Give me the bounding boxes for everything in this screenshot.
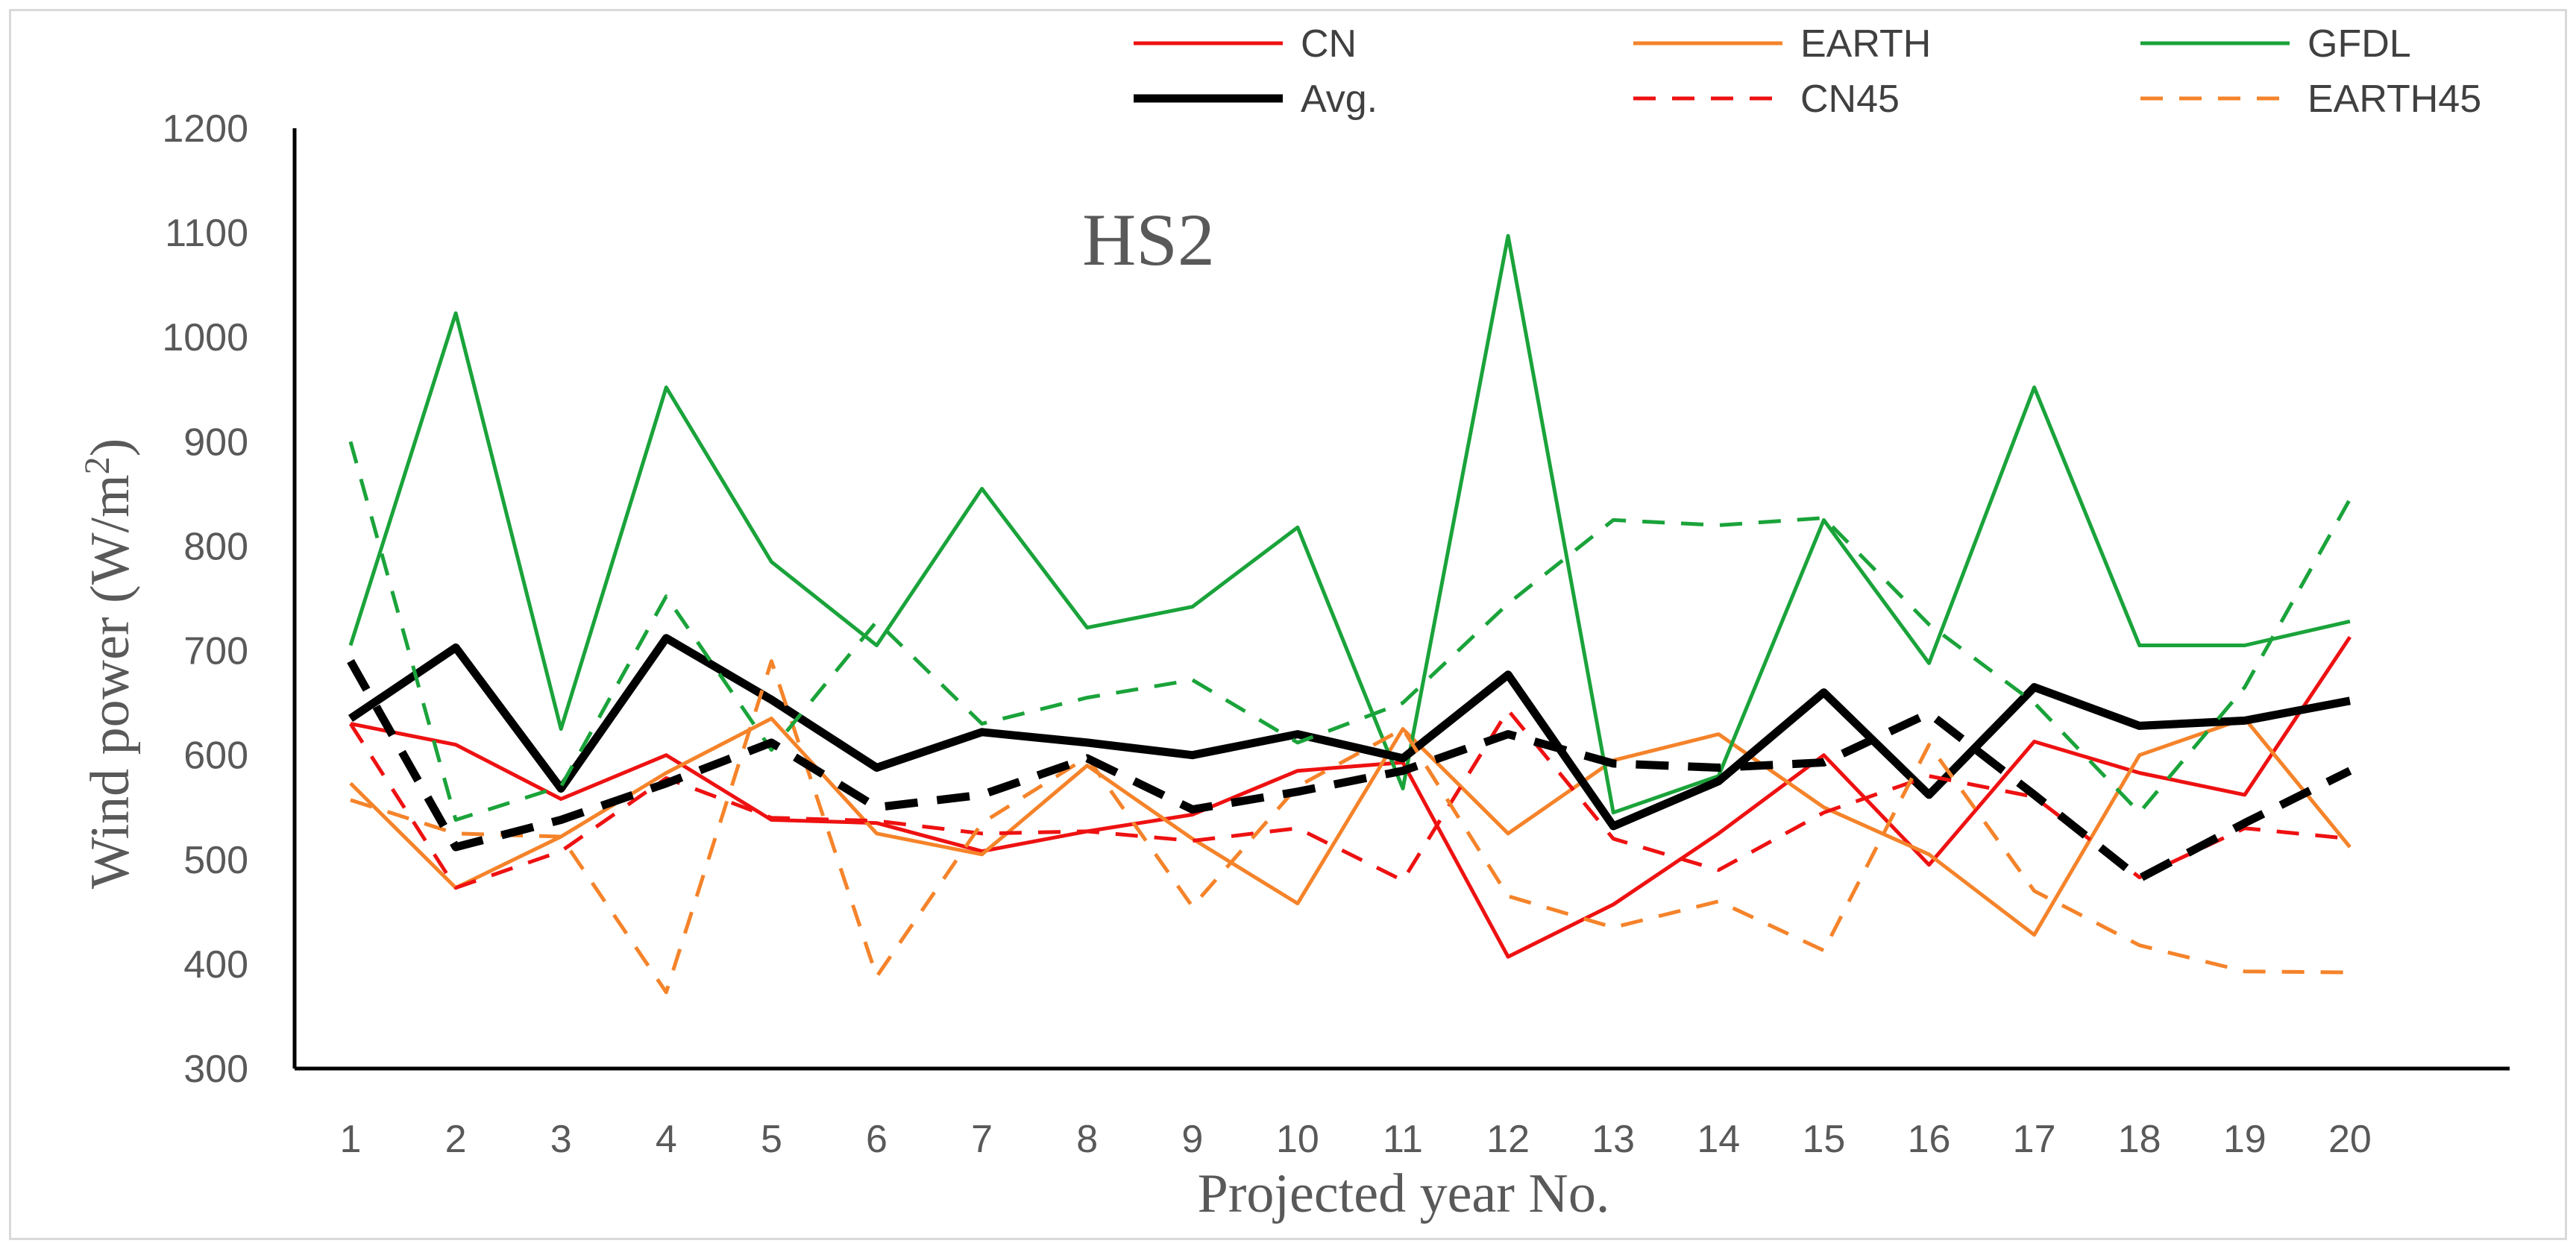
x-tick-label: 11 [1383,1118,1423,1161]
series-line-earth [349,717,2352,937]
series-line-cn [350,635,2352,959]
x-tick-label: 3 [550,1118,572,1161]
x-axis-title: Projected year No. [1198,1163,1610,1224]
x-tick-label: 4 [656,1118,677,1161]
series-line-avg45 [347,658,2352,883]
series-line-cn45 [348,708,2351,890]
legend-label-earth45: EARTH45 [2308,78,2481,121]
x-tick-label: 17 [2013,1118,2056,1161]
y-tick-label: 300 [183,1048,248,1091]
y-tick-label: 500 [183,839,248,882]
y-tick-label: 1100 [165,212,248,255]
legend-label-cn45: CN45 [1800,78,1900,121]
x-tick-label: 16 [1908,1118,1951,1161]
series-line-gfdl [348,233,2351,815]
y-tick-label: 400 [183,943,248,987]
legend: CN EARTH GFDL Avg. CN45 EARTH45 [1134,22,2481,121]
chart-frame [9,9,2567,1240]
y-axis-title: Wind power (W/m2) [78,438,142,890]
x-tick-label: 18 [2118,1118,2161,1161]
x-tick-label: 8 [1076,1118,1098,1161]
series-lines [347,233,2352,995]
legend-label-gfdl: GFDL [2308,22,2411,66]
x-tick-label: 10 [1276,1118,1319,1161]
y-axis-title-end: ) [80,438,141,457]
chart-title: HS2 [1082,198,1215,281]
x-tick-label: 2 [445,1118,467,1161]
x-tick-label: 15 [1802,1118,1845,1161]
y-tick-label: 1000 [162,316,248,359]
y-tick-label: 900 [183,421,248,464]
x-tick-label: 14 [1697,1118,1740,1161]
x-tick-label: 6 [866,1118,888,1161]
y-tick-label: 600 [183,734,248,778]
x-tick-label: 7 [971,1118,993,1161]
x-tick-label: 13 [1592,1118,1635,1161]
y-axis-title-superscript: 2 [78,456,117,474]
x-tick-label: 19 [2223,1118,2266,1161]
x-tick-label: 9 [1181,1118,1203,1161]
legend-label-earth: EARTH [1800,22,1931,66]
y-tick-label: 1200 [162,107,248,151]
y-tick-label: 800 [183,525,248,568]
x-tick-label: 12 [1486,1118,1530,1161]
legend-label-avg: Avg. [1301,78,1377,121]
series-line-earth45 [350,659,2350,995]
series-line-gfdl45 [348,441,2352,822]
x-tick-label: 1 [340,1118,362,1161]
legend-label-cn: CN [1301,22,1357,66]
x-tick-label: 5 [761,1118,782,1161]
x-tick-label: 20 [2328,1118,2372,1161]
y-tick-label: 700 [183,630,248,673]
series-line-avg [348,634,2351,831]
y-axis-title-main: Wind power (W/m [80,474,141,889]
